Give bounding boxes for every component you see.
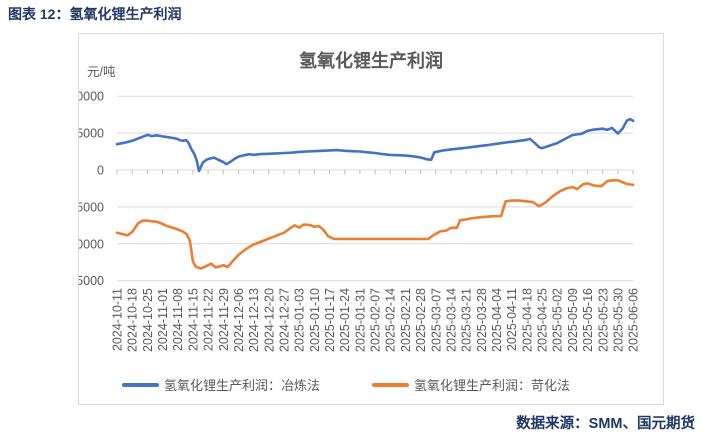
y-tick-label: -15000	[79, 274, 104, 288]
chart-legend: 氢氧化锂生产利润：冶炼法 氢氧化锂生产利润：苛化法	[79, 375, 613, 394]
y-tick-label: 0	[97, 164, 104, 178]
y-tick-label: -5000	[79, 200, 104, 214]
x-tick-label: 2025-03-28	[475, 288, 489, 352]
y-tick-label: 10000	[79, 90, 104, 104]
y-tick-label: 5000	[79, 127, 104, 141]
series-line-causticizing	[115, 179, 635, 270]
x-tick-label: 2025-02-28	[414, 288, 428, 352]
x-tick-label: 2024-12-13	[247, 288, 261, 352]
data-source-note: 数据来源：SMM、国元期货	[516, 416, 695, 432]
x-tick-label: 2024-11-01	[156, 288, 170, 351]
x-tick-label: 2025-02-21	[399, 288, 413, 352]
x-tick-label: 2024-12-27	[278, 288, 292, 352]
series-line-smelting	[115, 117, 635, 173]
x-tick-label: 2024-12-20	[262, 288, 276, 352]
x-tick-label: 2025-02-14	[384, 288, 398, 352]
figure-caption: 图表 12：氢氧化锂生产利润	[8, 6, 182, 22]
x-tick-label: 2025-01-10	[308, 288, 322, 352]
x-tick-label: 2025-01-03	[293, 288, 307, 352]
x-tick-label: 2025-04-25	[536, 288, 550, 352]
legend-swatch-causticizing-icon	[372, 382, 409, 387]
x-tick-label: 2025-01-17	[323, 288, 337, 352]
legend-label-smelting: 氢氧化锂生产利润：冶炼法	[163, 378, 320, 393]
x-tick-label: 2025-05-23	[596, 288, 610, 352]
x-tick-label: 2024-10-11	[111, 288, 125, 351]
x-tick-label: 2024-11-08	[171, 288, 185, 351]
x-tick-label: 2025-05-02	[551, 288, 565, 352]
x-tick-label: 2025-03-14	[445, 288, 459, 352]
x-tick-label: 2025-02-07	[369, 288, 383, 352]
x-tick-label: 2024-12-06	[232, 288, 246, 352]
x-tick-label: 2025-05-30	[611, 288, 625, 352]
x-tick-label: 2024-11-22	[202, 288, 216, 351]
x-tick-label: 2024-10-25	[141, 288, 155, 352]
chart-frame: 1000050000-5000-10000-150002024-10-11202…	[78, 33, 664, 405]
x-tick-label: 2025-05-09	[566, 288, 580, 352]
x-tick-label: 2025-03-21	[460, 288, 474, 352]
x-tick-label: 2025-06-06	[627, 288, 641, 352]
x-tick-label: 2024-11-15	[186, 288, 200, 351]
x-tick-label: 2025-05-16	[581, 288, 595, 352]
y-axis-unit-label: 元/吨	[87, 65, 116, 79]
x-tick-label: 2024-11-29	[217, 288, 231, 351]
legend-item-causticizing: 氢氧化锂生产利润：苛化法	[372, 375, 570, 394]
x-tick-label: 2025-04-11	[505, 288, 519, 351]
x-tick-label: 2025-04-04	[490, 288, 504, 352]
profit-line-chart: 1000050000-5000-10000-150002024-10-11202…	[79, 90, 641, 352]
x-tick-label: 2025-03-07	[429, 288, 443, 352]
y-tick-label: -10000	[79, 237, 104, 251]
x-tick-label: 2025-01-31	[353, 288, 367, 352]
legend-swatch-smelting-icon	[121, 382, 159, 387]
chart-title: 氢氧化锂生产利润	[299, 51, 443, 71]
legend-label-causticizing: 氢氧化锂生产利润：苛化法	[414, 378, 571, 393]
legend-item-smelting: 氢氧化锂生产利润：冶炼法	[121, 375, 320, 394]
x-tick-label: 2025-04-18	[520, 288, 534, 352]
x-tick-label: 2025-01-24	[338, 288, 352, 352]
x-tick-label: 2024-10-18	[126, 288, 140, 352]
